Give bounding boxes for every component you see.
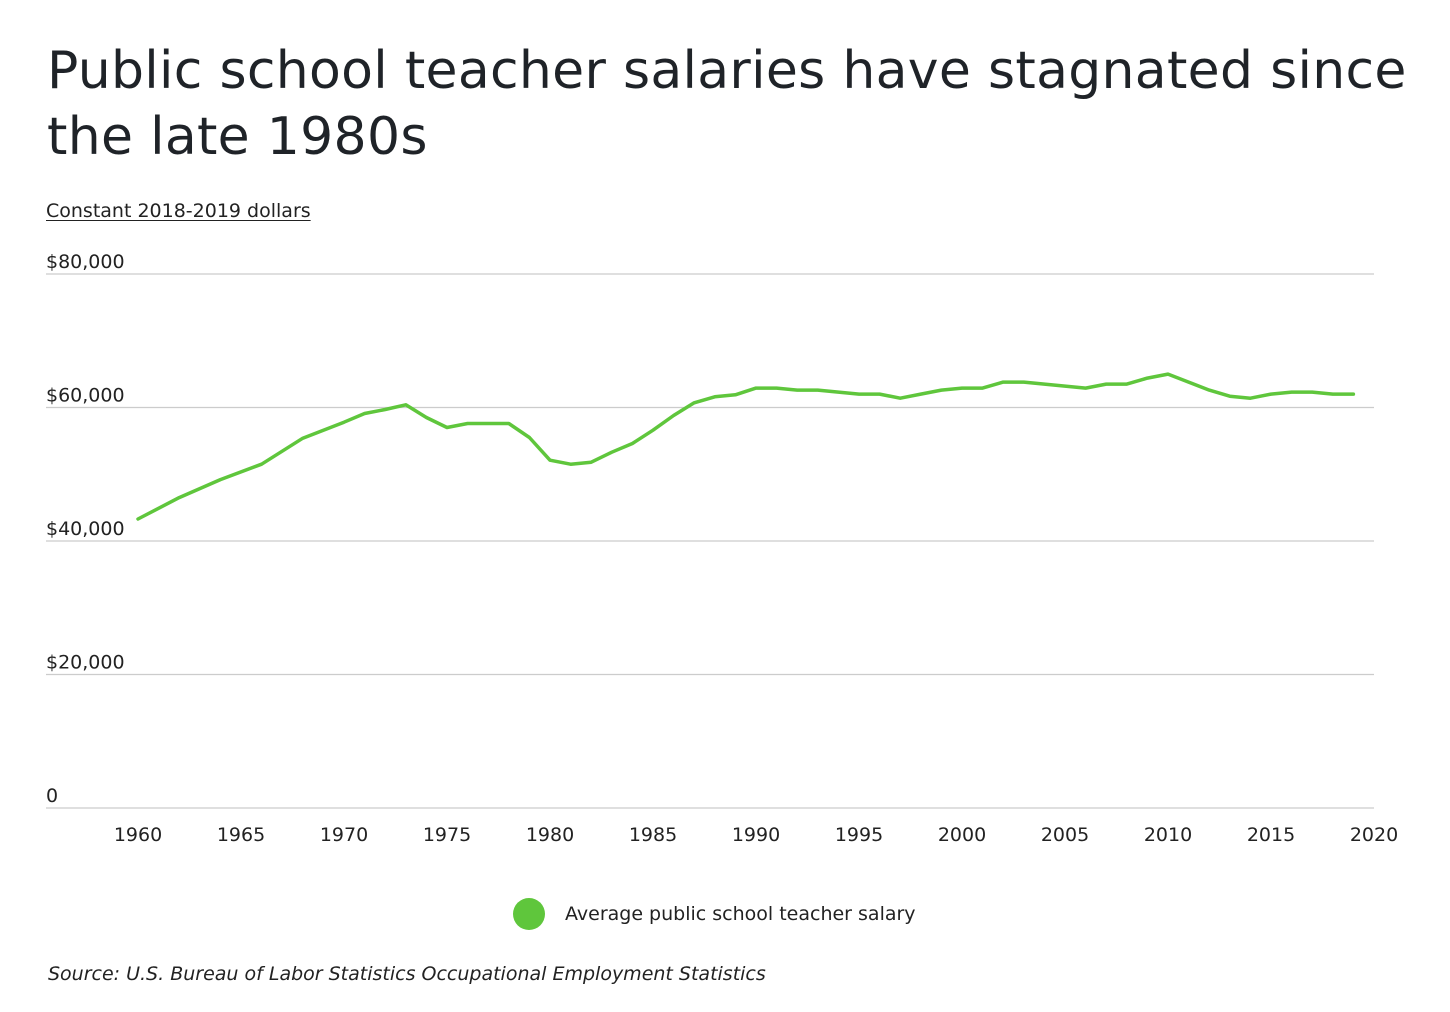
legend-marker: [513, 898, 545, 930]
x-axis-tick-labels: 1960 1965 1970 1975 1980 1985 1990 1995 2000 2005…: [114, 824, 1398, 846]
legend-label: Average public school teacher salary: [565, 903, 916, 925]
chart-title: Public school teacher salaries have stag…: [47, 41, 1407, 167]
x-tick-label: 2015: [1247, 824, 1295, 846]
line-chart: 0$20,000$40,000$60,000$80,000 1960 1965 19…: [46, 251, 1398, 846]
y-tick-label: $60,000: [46, 385, 125, 407]
y-axis-unit-label: Constant 2018-2019 dollars: [46, 200, 311, 222]
grid-lines: [46, 273, 1374, 809]
x-tick-label: 1990: [732, 824, 780, 846]
series-layer: [136, 372, 1356, 521]
x-tick-label: 1960: [114, 824, 162, 846]
x-tick-label: 1965: [217, 824, 265, 846]
x-tick-label: 1970: [320, 824, 368, 846]
x-tick-label: 2000: [938, 824, 986, 846]
x-tick-label: 1980: [526, 824, 574, 846]
x-tick-label: 2005: [1041, 824, 1089, 846]
y-axis-tick-labels: 0 $20,000 $40,000 $60,000 $80,000: [46, 251, 125, 807]
legend: Average public school teacher salary: [513, 898, 916, 930]
series-line: [136, 372, 1356, 521]
x-tick-label: 2020: [1350, 824, 1398, 846]
x-tick-label: 1995: [835, 824, 883, 846]
y-tick-label: $40,000: [46, 518, 125, 540]
source-note: Source: U.S. Bureau of Labor Statistics …: [48, 963, 766, 985]
y-tick-label: $80,000: [46, 251, 125, 273]
y-tick-label: $20,000: [46, 652, 125, 674]
x-tick-label: 2010: [1144, 824, 1192, 846]
x-tick-label: 1975: [423, 824, 471, 846]
x-tick-label: 1985: [629, 824, 677, 846]
y-tick-label: 0: [46, 785, 58, 807]
